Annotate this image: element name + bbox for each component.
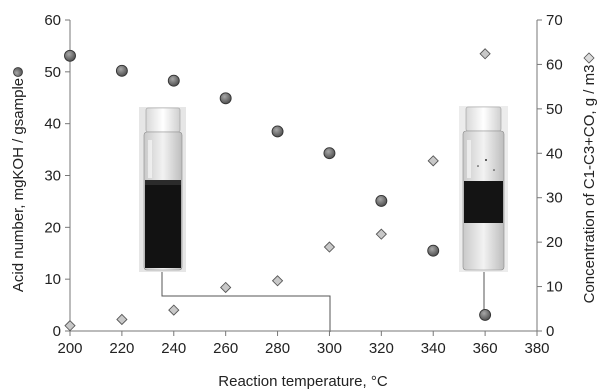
x-tick-label: 280: [265, 340, 290, 357]
circle-point: [115, 64, 128, 77]
y-left-tick-label: 30: [44, 168, 61, 185]
x-tick-label: 260: [213, 340, 238, 357]
x-tick-label: 340: [421, 340, 446, 357]
y-right-tick-label: 20: [546, 234, 563, 251]
y-left-tick-label: 0: [53, 323, 61, 340]
x-tick-label: 300: [317, 340, 342, 357]
circle-point: [64, 49, 76, 62]
y-right-tick-label: 60: [546, 56, 563, 73]
svg-text:Acid number, mgKOH / gsample: Acid number, mgKOH / gsample: [10, 78, 27, 292]
right-axis-title: Concentration of C1-C3+CO, g / m3: [581, 52, 598, 304]
diamond-point: [479, 48, 491, 60]
x-tick-label: 240: [161, 340, 186, 357]
diamond-point: [116, 313, 128, 326]
circle-point: [375, 194, 388, 207]
dark-sample-vial-image: [139, 107, 186, 272]
y-left-tick-label: 40: [44, 116, 61, 133]
circle-point: [427, 244, 440, 257]
y-right-tick-label: 10: [546, 279, 563, 296]
diamond-point: [64, 320, 76, 332]
y-right-tick-label: 30: [546, 190, 563, 207]
x-tick-label: 320: [369, 340, 394, 357]
left-axis-circle-marker-icon: [13, 67, 23, 77]
diamond-point: [168, 304, 180, 316]
y-right-tick-label: 40: [546, 145, 563, 162]
y-left-tick-label: 60: [44, 12, 61, 29]
diamond-point: [427, 155, 439, 167]
y-left-tick-label: 50: [44, 64, 61, 81]
circle-point: [167, 74, 180, 87]
y-right-tick-label: 70: [546, 12, 563, 29]
x-axis-title: Reaction temperature, °C: [218, 373, 388, 390]
inset-pointer-line-left: [161, 271, 331, 332]
diamond-point: [220, 281, 232, 294]
circle-point: [271, 125, 284, 138]
svg-text:Concentration of C1-C3+CO, g /: Concentration of C1-C3+CO, g / m3: [581, 65, 598, 304]
circle-point: [323, 147, 336, 160]
y-right-tick-label: 0: [546, 323, 554, 340]
light-sample-vial-image: [459, 106, 508, 272]
diamond-point: [323, 241, 336, 253]
x-tick-label: 360: [473, 340, 498, 357]
y-right-tick-label: 50: [546, 101, 563, 118]
circle-point: [479, 308, 492, 321]
y-left-tick-label: 20: [44, 219, 61, 236]
x-tick-label: 220: [109, 340, 134, 357]
diamond-point: [375, 228, 387, 240]
x-tick-label: 200: [57, 340, 82, 357]
y-left-tick-label: 10: [44, 271, 61, 288]
circle-point: [219, 92, 232, 105]
diamond-point: [271, 275, 284, 287]
right-axis-diamond-marker-icon: [583, 52, 595, 64]
left-axis-title: Acid number, mgKOH / gsample: [10, 67, 27, 292]
x-tick-label: 380: [524, 340, 549, 357]
